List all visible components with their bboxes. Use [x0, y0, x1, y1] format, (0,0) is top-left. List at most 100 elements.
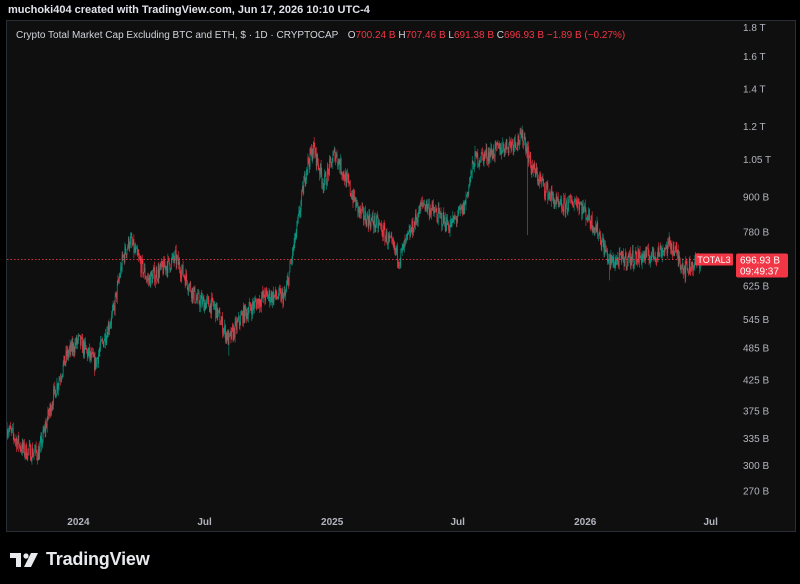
candle-body: [304, 174, 305, 182]
candle-body: [183, 275, 185, 277]
candle-body: [518, 136, 520, 143]
y-tick-label: 1.4 T: [743, 85, 766, 96]
candle-body: [337, 161, 339, 166]
candle-body: [620, 252, 621, 256]
candle-body: [107, 324, 109, 337]
candle-body: [146, 278, 148, 280]
candle-body: [154, 267, 156, 283]
candle-body: [421, 201, 422, 206]
candle-body: [26, 444, 27, 459]
candle-body: [587, 219, 589, 221]
candle-body: [367, 218, 369, 227]
candle-body: [89, 351, 91, 358]
candle-body: [389, 236, 391, 239]
candle-body: [240, 315, 242, 326]
candle-body: [165, 265, 167, 272]
candle-body: [584, 205, 586, 210]
candle-body: [392, 238, 393, 242]
candle-body: [469, 182, 470, 186]
candle-body: [637, 250, 639, 261]
chart-panel[interactable]: 1.8 T 1.6 T 1.4 T 1.2 T 1.05 T 900 B 780 B 625 …: [6, 20, 796, 532]
candle-body: [534, 169, 536, 177]
candle-body: [385, 231, 387, 237]
candle-body: [500, 147, 502, 155]
candle-body: [211, 297, 212, 314]
candle-body: [114, 295, 116, 311]
candle-body: [345, 172, 347, 187]
candle-body: [170, 268, 171, 270]
candle-body: [29, 444, 31, 446]
candle-body: [531, 165, 533, 174]
x-tick-label: Jul: [704, 517, 719, 528]
candle-body: [313, 141, 315, 148]
candle-body: [390, 236, 391, 238]
candle-body: [348, 178, 350, 184]
candle-body: [89, 348, 90, 358]
candle-body: [168, 258, 170, 264]
candle-body: [264, 297, 266, 301]
chart-legend: Crypto Total Market Cap Excluding BTC an…: [16, 30, 625, 41]
candle-body: [364, 211, 366, 220]
candle-body: [508, 143, 510, 154]
candle-body: [307, 157, 309, 170]
candle-body: [412, 232, 414, 235]
candle-body: [668, 241, 669, 245]
candle-body: [179, 261, 180, 270]
candle-body: [502, 143, 504, 152]
candle-body: [218, 310, 220, 312]
candle-body: [78, 335, 80, 336]
candle-body: [491, 147, 492, 154]
candle-body: [632, 250, 634, 267]
candle-body: [185, 273, 187, 286]
candle-body: [661, 248, 662, 258]
candle-body: [638, 250, 639, 263]
candle-body: [313, 141, 314, 155]
candle-body: [371, 218, 373, 220]
candle-body: [62, 363, 64, 375]
candle-body: [118, 279, 119, 281]
candle-body: [510, 142, 512, 149]
candle-body: [370, 218, 372, 228]
candle-body: [627, 255, 629, 262]
candle-body: [423, 202, 425, 205]
candle-body: [289, 262, 291, 272]
candle-body: [50, 404, 52, 415]
candle-body: [216, 303, 217, 319]
candle-body: [421, 201, 423, 203]
candle-body: [481, 152, 483, 153]
candle-body: [78, 335, 79, 340]
candle-body: [45, 423, 47, 432]
candle-body: [416, 219, 418, 220]
candle-body: [347, 174, 348, 177]
candle-body: [116, 284, 118, 299]
candle-body: [576, 204, 578, 208]
candle-body: [463, 203, 465, 215]
candle-body: [667, 241, 669, 254]
tradingview-logo[interactable]: TradingView: [10, 549, 150, 570]
candle-body: [617, 257, 619, 261]
candle-body: [549, 193, 551, 197]
candle-body: [47, 409, 49, 420]
candle-body: [640, 255, 642, 257]
candle-body: [283, 294, 284, 305]
candle-body: [555, 196, 557, 205]
candle-body: [428, 203, 429, 206]
candle-body: [464, 200, 466, 205]
price-chart[interactable]: 1.8 T 1.6 T 1.4 T 1.2 T 1.05 T 900 B 780 B 625 …: [7, 21, 795, 531]
candle-body: [516, 145, 518, 148]
x-tick-label: 2026: [574, 517, 597, 528]
candle-body: [567, 210, 569, 211]
candle-body: [14, 439, 15, 441]
candle-body: [526, 147, 528, 157]
candle-body: [658, 247, 660, 254]
candle-body: [19, 444, 21, 450]
candle-body: [694, 260, 696, 266]
candle-body: [442, 225, 443, 226]
candle-body: [180, 275, 182, 278]
candle-body: [206, 299, 208, 303]
candle-body: [248, 305, 250, 313]
candle-body: [158, 267, 160, 278]
candle-body: [137, 252, 139, 256]
candle-body: [498, 143, 500, 148]
candle-body: [268, 296, 269, 299]
